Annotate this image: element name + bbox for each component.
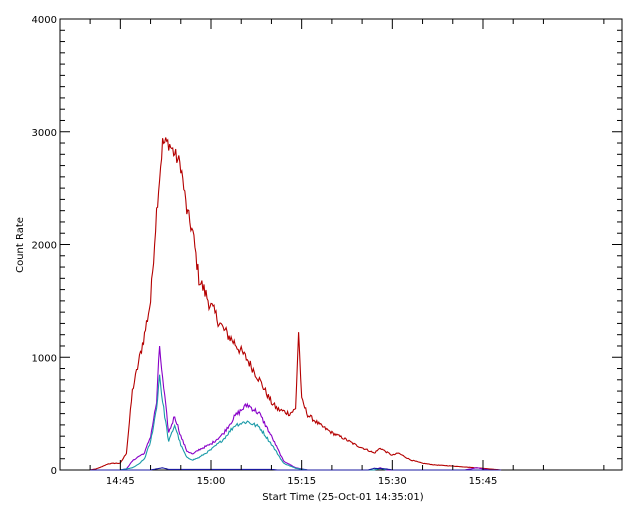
x-tick-label: 14:45 bbox=[106, 476, 135, 487]
y-axis-title: Count Rate bbox=[15, 217, 26, 273]
y-tick-labels: 0 1000 2000 3000 4000 bbox=[32, 15, 57, 477]
y-tick-label: 2000 bbox=[32, 241, 57, 252]
x-tick-label: 15:30 bbox=[378, 476, 407, 487]
x-tick-label: 15:00 bbox=[197, 476, 226, 487]
axis-ticks bbox=[60, 18, 622, 471]
series-line-4 bbox=[90, 467, 502, 471]
x-tick-label: 15:15 bbox=[287, 476, 316, 487]
plot-frame bbox=[59, 18, 623, 471]
y-tick-label: 4000 bbox=[32, 15, 57, 26]
x-tick-labels: 14:45 15:00 15:15 15:30 15:45 bbox=[106, 476, 497, 487]
x-tick-label: 15:45 bbox=[469, 476, 498, 487]
plot-border bbox=[59, 18, 623, 471]
series-line-3 bbox=[120, 374, 387, 471]
y-tick-label: 0 bbox=[51, 466, 57, 477]
x-axis-title: Start Time (25-Oct-01 14:35:01) bbox=[262, 492, 423, 503]
y-tick-label: 1000 bbox=[32, 353, 57, 364]
series-line-1 bbox=[89, 137, 502, 471]
y-tick-label: 3000 bbox=[32, 128, 57, 139]
series-lines bbox=[89, 137, 502, 471]
